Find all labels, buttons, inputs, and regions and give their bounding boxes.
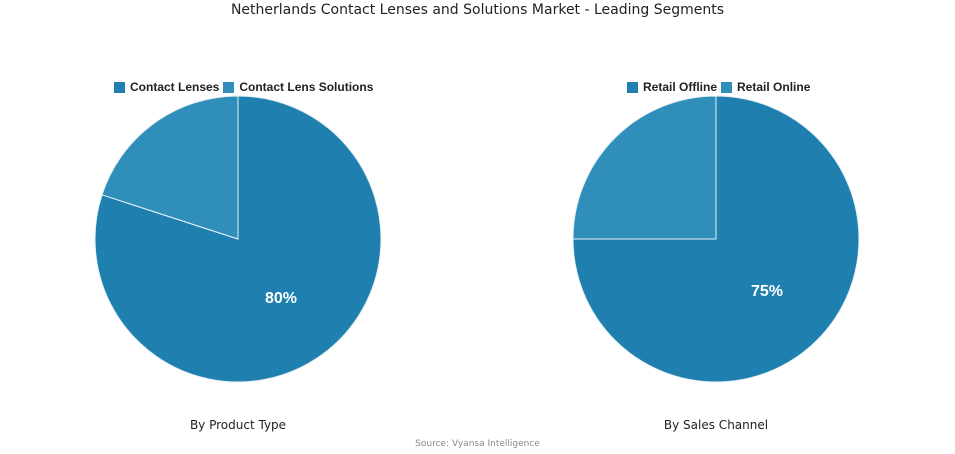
pie-sales-channel: 75% [572,95,860,383]
legend-swatch-icon [721,81,733,93]
legend-product-type: Contact Lenses Contact Lens Solutions [114,80,377,94]
legend-sales-channel: Retail Offline Retail Online [627,80,814,94]
caption-product-type: By Product Type [189,418,287,432]
pct-label: 80% [265,290,297,307]
chart-title: Netherlands Contact Lenses and Solutions… [230,2,725,18]
legend-swatch-icon [223,81,235,93]
pct-label: 75% [751,283,783,300]
slice-retail-offline[interactable] [572,95,860,383]
legend-swatch-icon [114,81,125,93]
slice-contact-lens-solutions[interactable] [101,95,239,240]
caption-sales-channel: By Sales Channel [663,418,769,432]
slice-retail-online[interactable] [572,95,717,240]
legend-label: Contact Lens Solutions [239,80,374,94]
legend-label: Retail Offline [643,80,718,94]
source-note: Source: Vyansa Intelligence [415,439,540,449]
legend-swatch-icon [627,81,638,93]
legend-label: Contact Lenses [130,80,220,94]
legend-label: Retail Online [737,80,811,94]
pie-product-type: 80% [94,95,382,383]
